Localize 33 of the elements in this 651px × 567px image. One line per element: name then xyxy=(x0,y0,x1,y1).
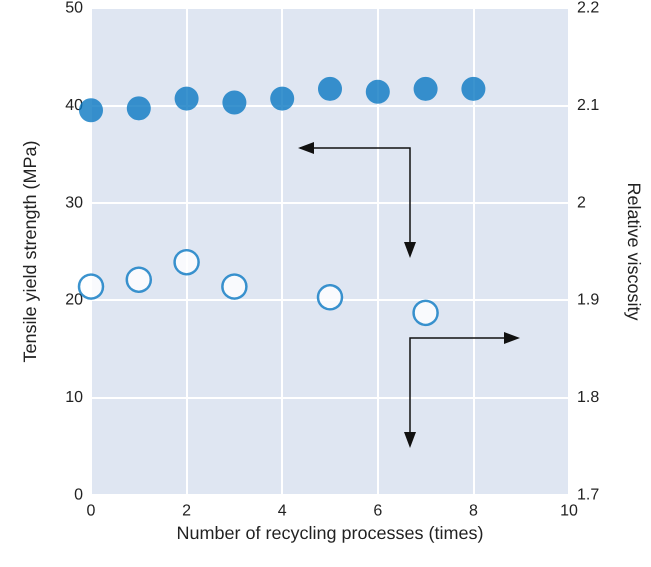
point xyxy=(412,300,439,326)
y2-axis-title: Relative viscosity xyxy=(624,182,644,321)
y2-tick-label: 1.7 xyxy=(577,486,600,504)
y2-tick-label: 1.8 xyxy=(577,389,600,406)
y-tick-label: 30 xyxy=(65,194,84,212)
point xyxy=(173,248,200,276)
point xyxy=(126,96,151,120)
point xyxy=(316,284,344,311)
point xyxy=(366,80,390,104)
x-tick-label: 10 xyxy=(560,502,578,520)
point xyxy=(270,86,294,111)
x-tick-label: 4 xyxy=(278,502,287,520)
y-tick-label: 10 xyxy=(65,389,84,406)
y2-tick-label: 2.2 xyxy=(577,0,600,16)
point xyxy=(221,273,248,300)
y2-tick-label: 1.9 xyxy=(577,292,600,309)
y2-tick-label: 2.1 xyxy=(577,96,600,114)
y-tick-label: 20 xyxy=(65,292,84,309)
point xyxy=(222,90,246,114)
y2-tick-label: 2 xyxy=(577,194,586,212)
point xyxy=(461,76,486,101)
x-tick-label: 0 xyxy=(86,502,96,520)
y-tick-label: 50 xyxy=(65,0,84,16)
point xyxy=(318,76,342,101)
x-tick-label: 8 xyxy=(468,502,478,520)
x-axis-title: Number of recycling processes (times) xyxy=(176,522,484,543)
x-tick-label: 6 xyxy=(373,502,382,520)
y-axis-title: Tensile yield strength (MPa) xyxy=(20,140,40,363)
x-tick-label: 2 xyxy=(182,502,192,520)
point xyxy=(126,266,152,293)
y-tick-label: 0 xyxy=(74,486,84,504)
point xyxy=(414,76,438,101)
point xyxy=(174,86,199,111)
